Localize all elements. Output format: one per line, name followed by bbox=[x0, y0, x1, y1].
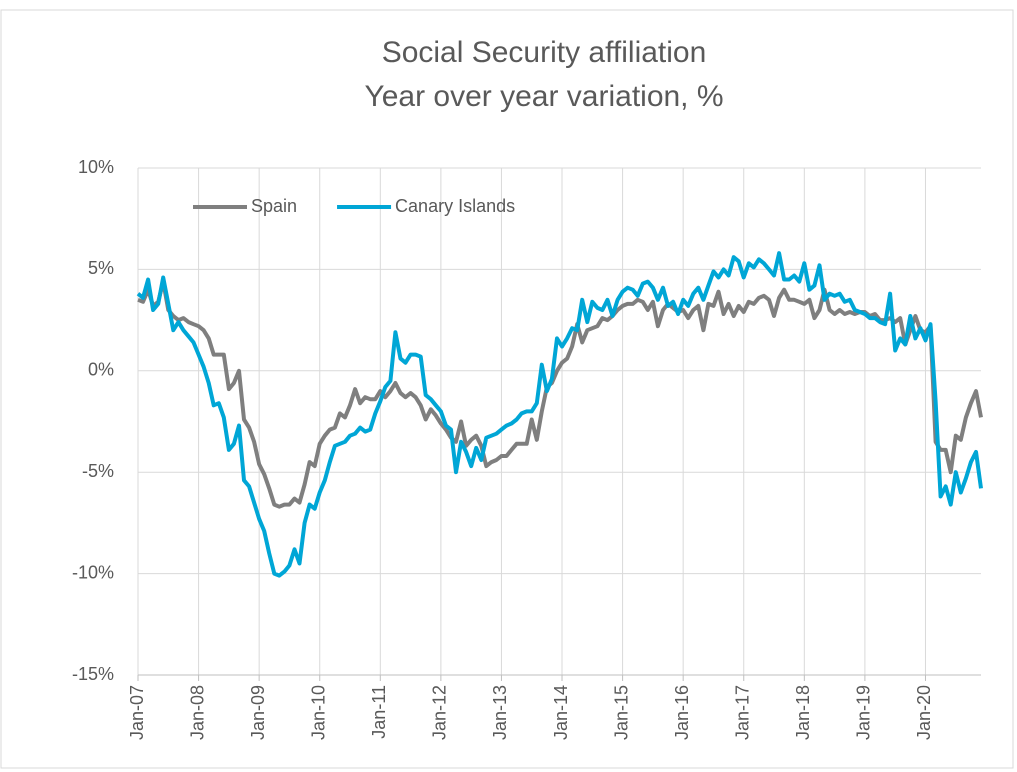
x-tick-label: Jan-12 bbox=[430, 685, 450, 740]
x-tick-label: Jan-18 bbox=[793, 685, 813, 740]
x-tick-label: Jan-15 bbox=[611, 685, 631, 740]
y-tick-label: 10% bbox=[78, 157, 114, 177]
x-tick-label: Jan-13 bbox=[490, 685, 510, 740]
y-tick-label: 5% bbox=[88, 258, 114, 278]
y-tick-label: -10% bbox=[72, 562, 114, 582]
x-tick-label: Jan-20 bbox=[914, 685, 934, 740]
y-tick-label: 0% bbox=[88, 360, 114, 380]
x-tick-label: Jan-07 bbox=[127, 685, 147, 740]
x-tick-label: Jan-17 bbox=[732, 685, 752, 740]
y-tick-label: -15% bbox=[72, 664, 114, 684]
series-line bbox=[137, 279, 983, 509]
chart-frame bbox=[0, 9, 1014, 769]
x-tick-label: Jan-08 bbox=[187, 685, 207, 740]
x-tick-label: Jan-09 bbox=[248, 685, 268, 740]
series-line bbox=[136, 251, 983, 578]
chart-title: Social Security affiliation bbox=[382, 36, 707, 69]
legend-label: Spain bbox=[251, 196, 297, 216]
x-tick-label: Jan-11 bbox=[369, 685, 389, 739]
x-tick-label: Jan-16 bbox=[672, 685, 692, 740]
chart-subtitle: Year over year variation, % bbox=[364, 80, 723, 113]
y-tick-label: -5% bbox=[82, 461, 114, 481]
legend-label: Canary Islands bbox=[395, 196, 515, 216]
x-tick-label: Jan-14 bbox=[551, 685, 571, 740]
x-tick-label: Jan-19 bbox=[854, 685, 874, 740]
x-tick-label: Jan-10 bbox=[308, 685, 328, 740]
